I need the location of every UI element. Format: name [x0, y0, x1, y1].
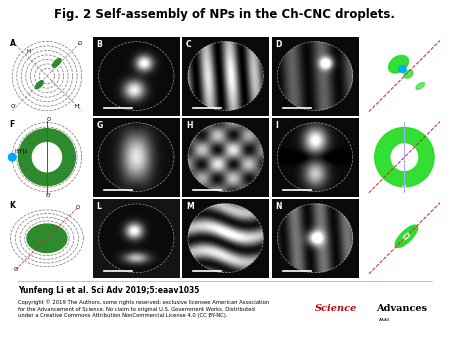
Text: L: L	[96, 202, 101, 211]
Ellipse shape	[27, 224, 67, 252]
Text: F: F	[9, 120, 15, 129]
Text: O: O	[437, 120, 441, 125]
Text: I: I	[275, 121, 278, 130]
Text: O: O	[78, 41, 82, 46]
Text: N: N	[275, 202, 282, 211]
Text: HH': HH'	[420, 67, 429, 72]
Circle shape	[18, 129, 75, 186]
Text: B: B	[96, 40, 102, 49]
Text: H': H'	[75, 104, 80, 109]
Text: Advances: Advances	[376, 304, 427, 313]
Text: O': O'	[371, 185, 377, 190]
Text: E: E	[367, 39, 373, 48]
Text: O': O'	[46, 193, 52, 198]
Text: O': O'	[372, 267, 377, 272]
Wedge shape	[375, 127, 434, 187]
Text: O: O	[432, 39, 436, 44]
Text: O': O'	[372, 104, 377, 108]
Text: AAAS: AAAS	[379, 318, 391, 322]
Text: H: H	[186, 121, 192, 130]
Text: Copyright © 2019 The Authors, some rights reserved; exclusive licensee American : Copyright © 2019 The Authors, some right…	[18, 299, 269, 318]
Ellipse shape	[52, 58, 61, 67]
Text: J: J	[367, 120, 370, 129]
Ellipse shape	[403, 233, 410, 240]
Text: Fig. 2 Self-assembly of NPs in the Ch-CNC droplets.: Fig. 2 Self-assembly of NPs in the Ch-CN…	[54, 8, 396, 21]
Text: Science: Science	[315, 304, 357, 313]
Text: H': H'	[401, 185, 407, 190]
Text: H: H	[27, 49, 31, 54]
Text: O: O	[432, 201, 436, 206]
Text: HH'|z: HH'|z	[14, 148, 27, 154]
Ellipse shape	[416, 82, 424, 89]
Ellipse shape	[389, 55, 409, 73]
Text: O': O'	[14, 267, 19, 272]
Circle shape	[399, 65, 406, 72]
Ellipse shape	[43, 131, 51, 140]
Text: O: O	[367, 201, 374, 210]
Ellipse shape	[404, 70, 413, 78]
Text: M: M	[186, 202, 194, 211]
Text: Yunfeng Li et al. Sci Adv 2019;5:eaav1035: Yunfeng Li et al. Sci Adv 2019;5:eaav103…	[18, 286, 199, 295]
Circle shape	[9, 153, 16, 161]
Text: O: O	[46, 117, 51, 122]
Text: A: A	[9, 39, 15, 48]
Text: H: H	[402, 120, 406, 125]
Text: O': O'	[11, 104, 17, 109]
Ellipse shape	[43, 174, 51, 183]
Ellipse shape	[395, 225, 418, 247]
Text: O: O	[76, 205, 80, 210]
Text: G: G	[96, 121, 103, 130]
Text: D: D	[275, 40, 282, 49]
Circle shape	[32, 143, 62, 172]
Text: K: K	[9, 201, 15, 210]
Ellipse shape	[35, 81, 43, 89]
Text: C: C	[186, 40, 191, 49]
